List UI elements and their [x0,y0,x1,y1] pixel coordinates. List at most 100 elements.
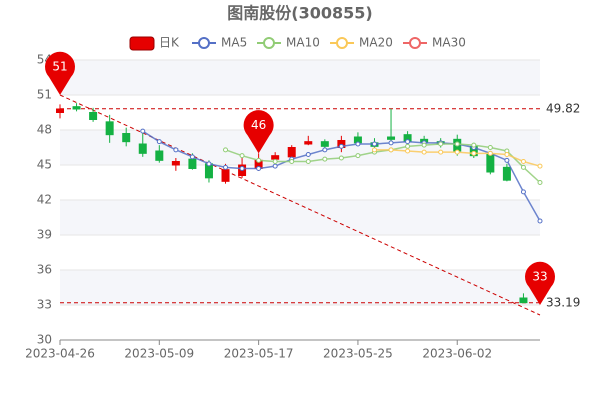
ma-point [223,147,229,153]
legend-label: MA5 [221,36,247,50]
ma-point [438,141,444,147]
ma-point [471,142,477,148]
pin-label: 46 [251,118,266,132]
pin-label: 33 [532,270,547,284]
ma-point [438,149,444,155]
ma-point [289,159,295,164]
ma-line [225,143,541,184]
ma-point [537,163,543,169]
ma-point [371,147,377,153]
ma-point [239,153,245,159]
chart-title: 图南股份(300855) [227,4,372,23]
ma-point [537,180,543,185]
ma-point [272,159,278,164]
legend-label: MA10 [286,36,320,50]
ma-point [520,159,526,164]
ma-point [189,154,195,160]
ma-point [338,143,344,149]
plot-bands [60,60,540,305]
legend-marker [198,37,210,49]
y-tick-label: 51 [37,88,52,102]
y-tick-label: 33 [37,298,52,312]
plot-band [60,270,540,305]
y-tick-label: 39 [37,228,52,242]
legend-swatch [129,36,155,51]
ma-point [471,150,477,156]
candle-body [519,297,528,304]
legend-label: MA30 [432,36,466,50]
y-tick-label: 36 [37,263,52,277]
reference-label: 33.19 [546,295,580,309]
ma-point [371,141,377,147]
ma-point [388,140,394,146]
ma-point [520,189,526,195]
candle-body [105,121,114,136]
ma-point [156,139,162,145]
reference-label: 49.82 [546,101,580,115]
pin-marker [525,261,555,305]
candle-body [56,108,64,113]
candle-body [387,136,396,140]
candle-body [271,155,280,160]
plot-band [60,60,540,95]
ma-point [338,155,344,161]
candle-body [72,106,81,110]
pin-marker [45,51,75,95]
ma-point [421,142,427,148]
ma-point [504,157,510,163]
ma-point [487,150,493,156]
ma-point [405,139,411,145]
ma-point [355,141,361,147]
legend-marker [409,37,421,49]
ma-point [305,159,311,164]
ma-point [421,149,427,155]
ma-point [405,143,411,149]
ma-point [272,163,278,169]
candle-body [486,154,495,173]
x-tick-label: 2023-05-09 [124,347,194,361]
ma-point [173,147,179,153]
x-tick-label: 2023-05-17 [224,347,294,361]
ma-point [520,164,526,170]
ma-point [322,147,328,153]
ma-point [305,152,311,157]
pin-marker [243,110,274,154]
ma-point [239,166,245,171]
plot-band [60,200,540,235]
candle-body [320,141,329,147]
ma-point [537,218,543,224]
candle-body [502,166,511,181]
y-tick-label: 45 [37,158,52,172]
y-tick-label: 30 [37,333,52,347]
candle-body [122,133,131,143]
ma-point [388,147,394,153]
ma-point [454,141,460,147]
legend-label: 日K [159,36,180,50]
y-tick-label: 42 [37,193,52,207]
ma-point [322,156,328,162]
ma-point [256,166,262,171]
candle-body [171,161,180,166]
pin-label: 51 [52,60,67,74]
candle-body [138,143,147,154]
plot-band [60,130,540,165]
ma-point [223,164,229,170]
legend-marker [336,37,348,49]
x-tick-label: 2023-06-02 [422,347,492,361]
candle-body [155,150,164,161]
ma-point [355,153,361,159]
ma-point [206,161,212,167]
ma-point [487,145,493,150]
candle-body [221,169,230,182]
candle-body [287,147,296,158]
ma-point [256,157,262,163]
ma-point [454,149,460,155]
legend-label: MA20 [359,36,393,50]
candle-body [188,158,197,170]
ma-point [405,148,411,154]
candle-body [89,112,98,120]
legend-marker [263,37,275,49]
y-tick-label: 48 [37,123,52,137]
ma-point [140,128,146,134]
